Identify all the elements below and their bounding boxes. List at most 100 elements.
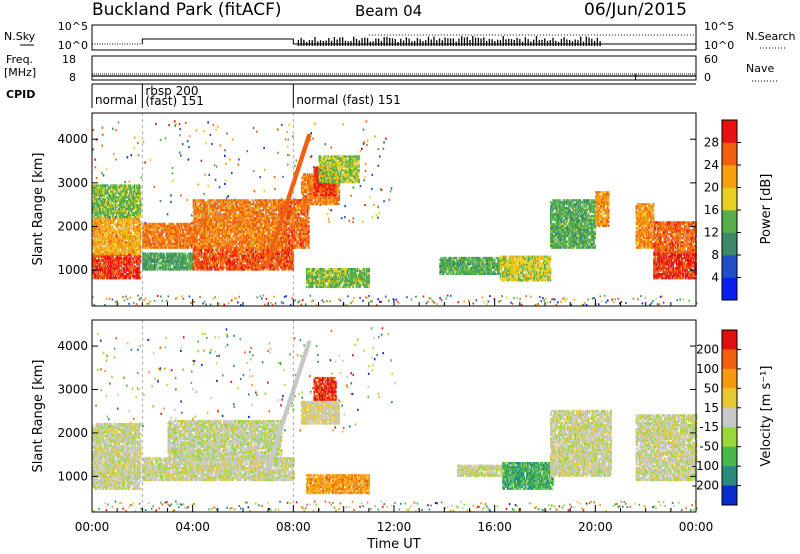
heatmap-cell [103,257,106,260]
heatmap-cell [202,244,205,247]
heatmap-cell [230,268,232,271]
heatmap-cell [201,254,204,257]
heatmap-cell [263,146,265,149]
heatmap-cell [95,196,98,199]
heatmap-cell [105,247,108,250]
heatmap-cell [162,268,165,271]
heatmap-cell [177,234,180,237]
heatmap-cell [216,248,219,251]
heatmap-cell [119,274,121,278]
heatmap-cell [467,299,470,302]
heatmap-cell [248,260,250,263]
heatmap-cell [202,230,205,234]
heatmap-cell [166,228,168,232]
heatmap-cell [110,196,112,199]
heatmap-cell [152,264,155,267]
heatmap-cell [124,202,127,205]
heatmap-cell [216,214,219,218]
heatmap-cell [271,264,274,267]
heatmap-cell [113,196,116,199]
heatmap-cell [184,266,186,269]
heatmap-cell [213,232,215,236]
heatmap-cell [135,257,137,260]
heatmap-cell [127,259,129,262]
heatmap-cell [106,241,109,244]
heatmap-cell [279,266,282,269]
heatmap-cell [181,264,184,267]
heatmap-cell [106,192,109,195]
heatmap-cell [201,266,204,269]
heatmap-cell [195,129,198,132]
heatmap-cell [105,271,108,274]
heatmap-cell [152,266,155,269]
heatmap-cell [102,243,104,246]
heatmap-cell [286,250,289,253]
heatmap-cell [230,212,232,216]
heatmap-cell [138,261,141,264]
heatmap-cell [114,215,117,219]
heatmap-cell [199,201,202,204]
heatmap-cell [129,219,132,222]
heatmap-cell [254,220,257,224]
heatmap-cell [287,254,290,257]
heatmap-cell [261,250,264,253]
heatmap-cell [194,220,197,224]
heatmap-cell [205,142,207,145]
heatmap-cell [186,246,189,249]
heatmap-cell [118,243,120,246]
heatmap-cell [216,216,219,220]
heatmap-cell [149,242,151,245]
heatmap-cell [281,268,283,271]
beam-title: Beam 04 [355,2,422,20]
heatmap-cell [211,214,214,218]
heatmap-cell [99,225,102,228]
heatmap-cell [126,156,129,159]
heatmap-cell [257,220,259,224]
heatmap-cell [110,245,112,248]
heatmap-cell [200,218,203,222]
heatmap-cell [96,276,99,280]
heatmap-cell [197,183,200,186]
heatmap-cell [119,198,121,201]
heatmap-cell [138,186,141,189]
heatmap-cell [98,200,101,203]
heatmap-cell [281,250,283,253]
heatmap-cell [252,258,255,261]
heatmap-cell [99,235,102,238]
heatmap-cell [254,238,257,241]
heatmap-cell [236,220,239,224]
heatmap-cell [248,254,250,257]
heatmap-cell [183,244,185,247]
heatmap-cell [92,259,94,262]
heatmap-cell [262,260,265,263]
heatmap-cell [137,207,140,211]
heatmap-cell [133,255,136,258]
heatmap-cell [166,256,168,259]
heatmap-cell [197,218,199,222]
heatmap-cell [99,261,102,264]
heatmap-cell [131,257,134,260]
heatmap-cell [254,199,257,202]
heatmap-cell [196,220,198,224]
heatmap-cell [225,252,228,255]
heatmap-cell [254,266,257,269]
heatmap-cell [554,298,556,301]
heatmap-cell [116,250,119,254]
heatmap-cell [239,214,241,218]
heatmap-cell [181,234,184,237]
heatmap-cell [234,203,237,206]
heatmap-cell [253,228,256,232]
heatmap-cell [193,201,196,204]
heatmap-cell [144,260,147,263]
heatmap-cell [179,238,182,241]
heatmap-cell [98,223,101,226]
heatmap-cell [377,298,379,301]
heatmap-cell [382,147,385,150]
heatmap-cell [177,264,180,267]
heatmap-cell [181,266,184,269]
heatmap-cell [209,218,212,222]
heatmap-cell [235,234,238,237]
heatmap-cell [241,264,244,267]
heatmap-cell [177,240,180,243]
heatmap-cell [115,261,118,264]
